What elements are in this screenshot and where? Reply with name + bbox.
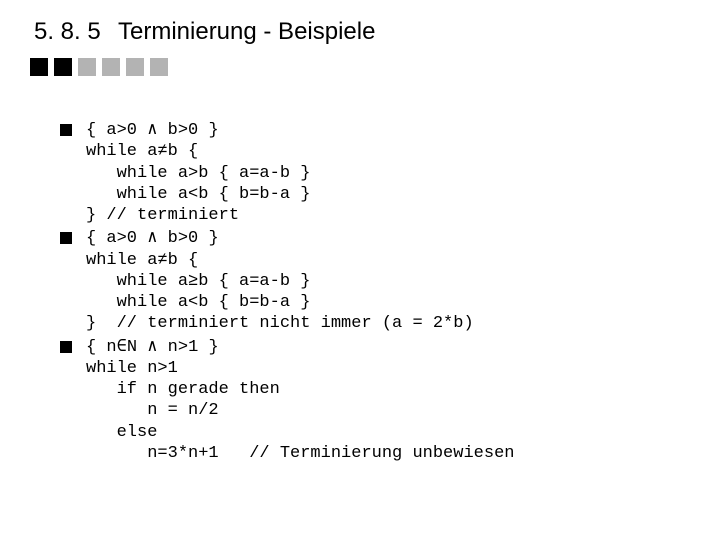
- decor-box: [102, 58, 120, 76]
- code-line: { n∈N ∧ n>1 }: [86, 337, 219, 358]
- decor-box: [126, 58, 144, 76]
- code-line: while a≠b {: [86, 250, 514, 271]
- square-bullet-icon: [60, 341, 72, 353]
- code-line: while n>1: [86, 358, 514, 379]
- code-line: { a>0 ∧ b>0 }: [86, 120, 219, 141]
- section-number: 5. 8. 5: [34, 18, 101, 46]
- decor-box: [150, 58, 168, 76]
- code-block: { a>0 ∧ b>0 } while a≠b { while a≥b { a=…: [60, 228, 514, 334]
- code-line: while a<b { b=b-a }: [86, 184, 514, 205]
- decor-box: [54, 58, 72, 76]
- code-line: else: [86, 422, 514, 443]
- code-block: { n∈N ∧ n>1 } while n>1 if n gerade then…: [60, 337, 514, 465]
- code-line: while a>b { a=a-b }: [86, 163, 514, 184]
- list-item: { n∈N ∧ n>1 }: [60, 337, 514, 358]
- decor-row: [30, 58, 168, 76]
- content-area: { a>0 ∧ b>0 } while a≠b { while a>b { a=…: [60, 120, 514, 466]
- code-line: } // terminiert: [86, 205, 514, 226]
- code-line: while a≥b { a=a-b }: [86, 271, 514, 292]
- list-item: { a>0 ∧ b>0 }: [60, 120, 514, 141]
- square-bullet-icon: [60, 124, 72, 136]
- decor-box: [30, 58, 48, 76]
- code-line: n=3*n+1 // Terminierung unbewiesen: [86, 443, 514, 464]
- code-line: } // terminiert nicht immer (a = 2*b): [86, 313, 514, 334]
- code-line: while a≠b {: [86, 141, 514, 162]
- decor-box: [78, 58, 96, 76]
- code-line: if n gerade then: [86, 379, 514, 400]
- slide-title: Terminierung - Beispiele: [118, 18, 375, 46]
- code-line: while a<b { b=b-a }: [86, 292, 514, 313]
- square-bullet-icon: [60, 232, 72, 244]
- code-line: n = n/2: [86, 400, 514, 421]
- list-item: { a>0 ∧ b>0 }: [60, 228, 514, 249]
- code-line: { a>0 ∧ b>0 }: [86, 228, 219, 249]
- code-block: { a>0 ∧ b>0 } while a≠b { while a>b { a=…: [60, 120, 514, 226]
